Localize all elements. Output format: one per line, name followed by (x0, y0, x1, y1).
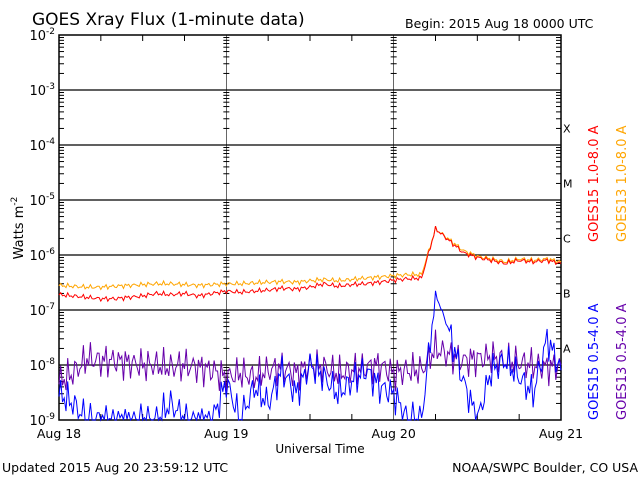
plot-frame (58, 34, 562, 421)
x-tick-label: Aug 19 (204, 426, 248, 441)
y-tick-label: 10-9 (29, 412, 55, 429)
credit-label: NOAA/SWPC Boulder, CO USA (452, 460, 638, 475)
y-tick-label: 10-5 (29, 192, 55, 209)
flare-class-A: A (563, 343, 571, 356)
legend-label: GOES13 1.0-8.0 A (615, 125, 630, 242)
y-axis-label: Watts m-2 (10, 197, 27, 260)
legend-entry: GOES15 0.5-4.0 A (587, 303, 602, 420)
flare-class-X: X (563, 123, 571, 136)
legend-label: GOES15 0.5-4.0 A (587, 303, 602, 420)
series-line (58, 225, 562, 303)
legend-entry: GOES13 0.5-4.0 A (615, 303, 630, 420)
x-tick-label: Aug 21 (539, 426, 583, 441)
flare-class-C: C (563, 233, 571, 246)
legend-entry: GOES13 1.0-8.0 A (615, 125, 630, 242)
y-tick-label: 10-6 (29, 247, 55, 264)
series-line (58, 225, 562, 291)
series-line (58, 290, 562, 422)
x-axis-label: Universal Time (275, 442, 364, 456)
updated-label: Updated 2015 Aug 20 23:59:12 UTC (2, 460, 228, 475)
legend-entry: GOES15 1.0-8.0 A (587, 125, 602, 242)
y-tick-label: 10-2 (29, 27, 55, 44)
y-tick-label: 10-4 (29, 137, 55, 154)
legend-label: GOES15 1.0-8.0 A (587, 125, 602, 242)
y-tick-label: 10-8 (29, 357, 55, 374)
y-tick-label: 10-3 (29, 82, 55, 99)
chart-title: GOES Xray Flux (1-minute data) (32, 10, 305, 30)
legend-label: GOES13 0.5-4.0 A (615, 303, 630, 420)
flare-class-B: B (563, 288, 571, 301)
begin-label: Begin: 2015 Aug 18 0000 UTC (405, 16, 594, 31)
x-tick-label: Aug 18 (37, 426, 81, 441)
y-tick-label: 10-7 (29, 302, 55, 319)
flare-class-M: M (563, 178, 573, 191)
x-tick-label: Aug 20 (372, 426, 416, 441)
